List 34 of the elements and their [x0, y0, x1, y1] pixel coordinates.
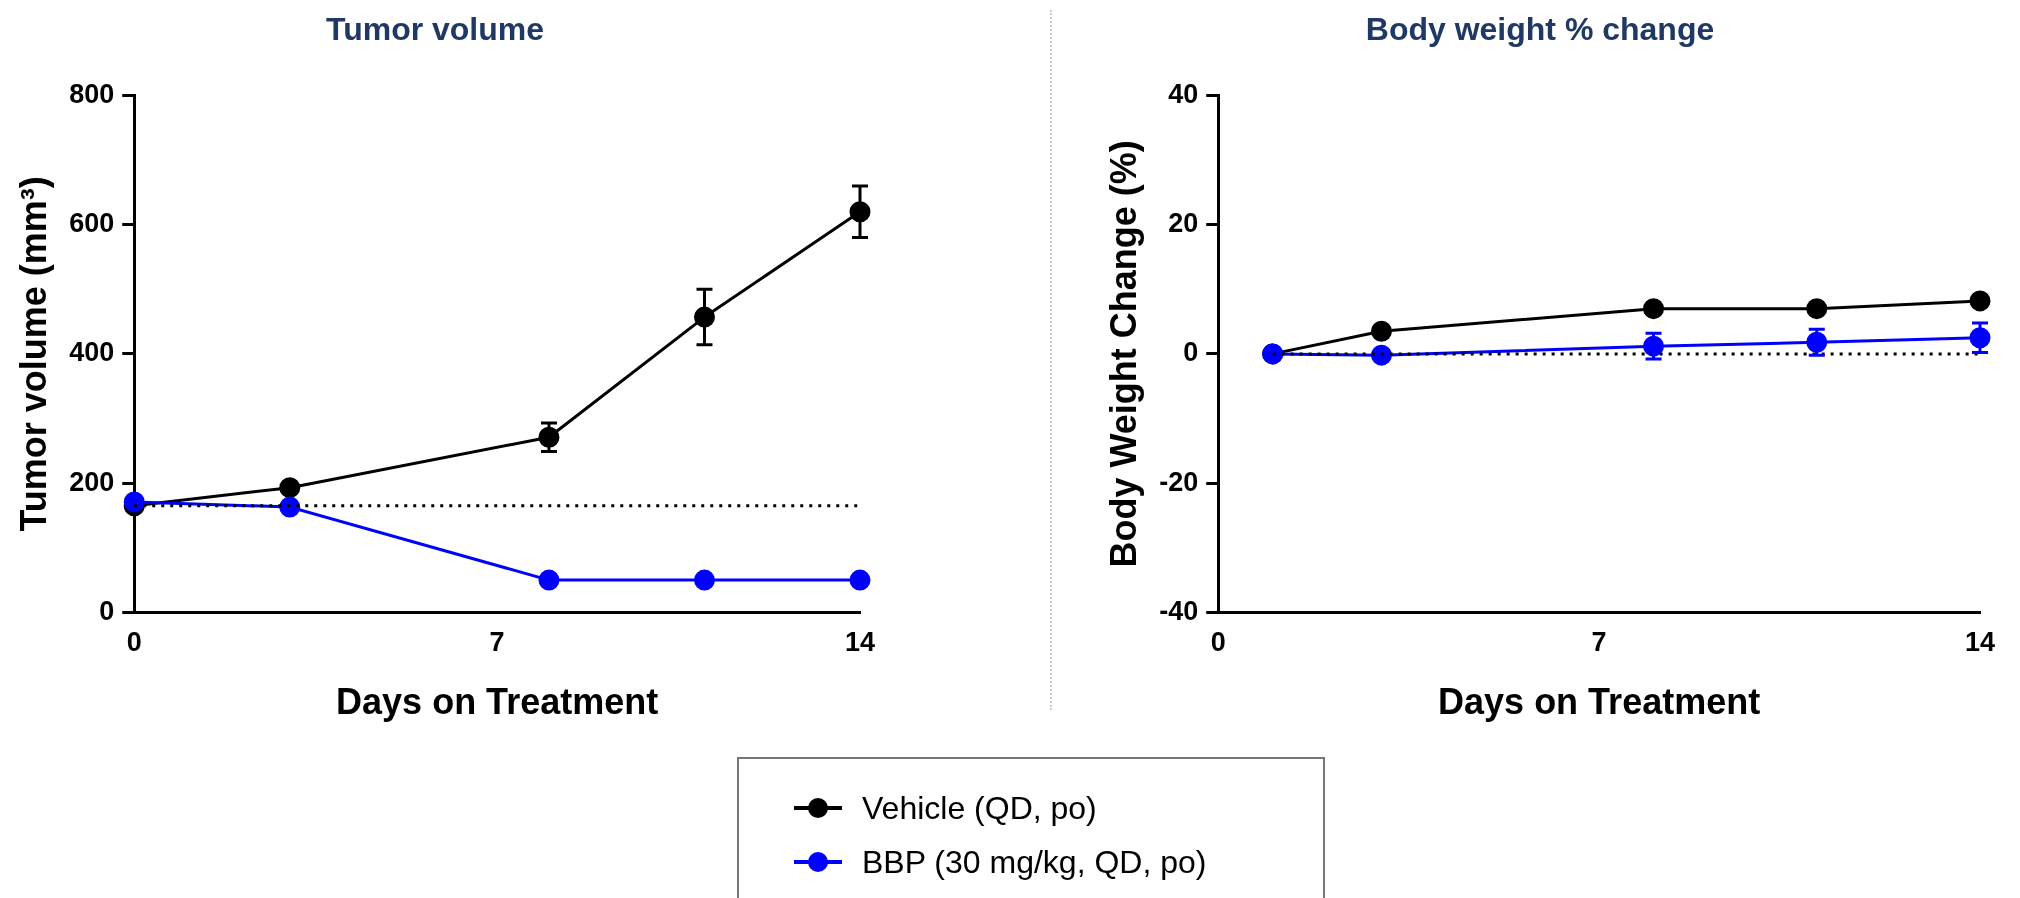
- y-tick-label: 0: [99, 595, 115, 626]
- x-tick-label: 7: [489, 627, 505, 658]
- point: [538, 569, 560, 591]
- x-tick-label: 14: [1964, 627, 1996, 658]
- x-axis-title: Days on Treatment: [1438, 681, 1761, 723]
- y-tick-label: 400: [69, 337, 115, 368]
- y-tick-label: 600: [69, 208, 115, 239]
- point: [279, 477, 301, 499]
- chart-title: Tumor volume: [325, 11, 545, 48]
- chart-title: Body weight % change: [1365, 11, 1715, 48]
- point: [279, 496, 301, 518]
- point: [849, 569, 871, 591]
- y-tick-label: 800: [69, 78, 115, 109]
- point: [1806, 298, 1828, 320]
- y-tick-label: 20: [1168, 208, 1199, 239]
- y-tick-label: -40: [1159, 595, 1199, 626]
- legend-label: BBP (30 mg/kg, QD, po): [862, 843, 1207, 881]
- point: [1370, 320, 1392, 342]
- y-tick-label: 40: [1168, 78, 1199, 109]
- y-tick-label: -20: [1159, 466, 1199, 497]
- y-tick-label: 200: [69, 466, 115, 497]
- point: [1969, 290, 1991, 312]
- point: [1370, 344, 1392, 366]
- point: [693, 569, 715, 591]
- point: [1643, 298, 1665, 320]
- x-tick-label: 14: [844, 627, 876, 658]
- y-tick-label: 0: [1183, 337, 1199, 368]
- y-axis-title: Tumor volume (mm³): [12, 176, 54, 532]
- x-tick-label: 7: [1591, 627, 1607, 658]
- x-tick-label: 0: [126, 627, 142, 658]
- x-tick-label: 0: [1210, 627, 1226, 658]
- legend-label: Vehicle (QD, po): [862, 789, 1097, 827]
- y-axis-title: Body Weight Change (%): [1102, 140, 1144, 568]
- x-axis-title: Days on Treatment: [336, 681, 659, 723]
